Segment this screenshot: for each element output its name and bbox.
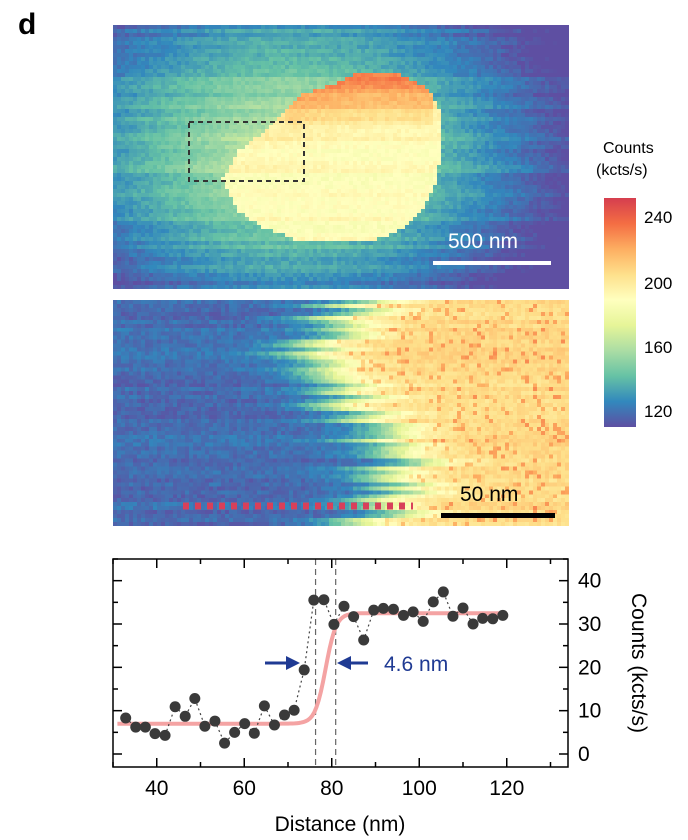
data-point: [219, 737, 231, 749]
colorbar-tick-label: 200: [644, 274, 673, 293]
data-point: [248, 727, 260, 739]
data-point: [239, 718, 251, 730]
x-tick-label: 120: [489, 777, 524, 800]
linecut-plot: 40 60 80 100 120 0 10 20 30 40 4.6 nm Distance (…: [112, 558, 650, 836]
data-point: [130, 721, 142, 733]
data-point: [209, 715, 221, 727]
y-tick-label: 30: [578, 613, 601, 636]
data-point: [427, 596, 439, 608]
data-point: [179, 710, 191, 722]
colorbar-unit: (kcts/s): [596, 162, 648, 179]
data-point: [189, 693, 201, 705]
top-heatmap: [113, 25, 569, 289]
data-point: [268, 719, 280, 731]
data-point: [139, 721, 151, 733]
data-point: [279, 709, 290, 721]
data-point: [368, 604, 380, 616]
x-tick-label: 40: [145, 777, 168, 800]
data-point: [437, 586, 449, 598]
transition-markers: [314, 559, 337, 767]
fit-curve: [117, 611, 507, 726]
data-point: [407, 606, 419, 618]
middle-scalebar-label: 50 nm: [460, 483, 519, 506]
middle-map-overlay: [183, 502, 555, 518]
data-point: [417, 615, 429, 627]
data-point: [169, 701, 181, 713]
data-point: [328, 618, 340, 630]
data-point: [387, 603, 399, 615]
data-point: [288, 704, 300, 716]
data-points-group: [120, 586, 509, 749]
y-tick-label: 40: [578, 570, 601, 593]
plot-ticks: [112, 558, 568, 767]
panel-label: d: [18, 8, 37, 41]
middle-map-image: 50 nm: [113, 300, 569, 526]
x-axis-label: Distance (nm): [275, 813, 406, 836]
plot-frame: [112, 558, 569, 768]
data-point: [159, 729, 171, 741]
data-point: [338, 600, 350, 612]
data-point: [497, 609, 509, 621]
data-point: [120, 712, 132, 724]
data-point: [398, 609, 409, 621]
data-connector-line: [125, 590, 503, 745]
top-scalebar-label: 500 nm: [448, 230, 519, 253]
left-arrowhead-icon: [286, 656, 300, 670]
data-point: [229, 726, 241, 738]
colorbar-title: Counts: [603, 140, 654, 157]
x-tick-label: 100: [402, 777, 437, 800]
colorbar-tick-label: 160: [644, 338, 673, 357]
data-point: [258, 700, 270, 712]
right-arrowhead-icon: [337, 656, 351, 670]
data-point: [487, 613, 499, 625]
y-tick-label: 0: [578, 743, 590, 766]
middle-heatmap: [113, 300, 569, 526]
top-map-overlay: [188, 121, 551, 265]
middle-scalebar: [441, 513, 555, 518]
width-annotation: 4.6 nm: [384, 653, 448, 676]
y-axis-label: Counts (kcts/s): [627, 593, 650, 733]
colorbar-tick-label: 240: [644, 208, 673, 227]
data-point: [467, 618, 479, 630]
fit-curve-group: [117, 611, 507, 726]
x-tick-labels: 40 60 80 100 120: [145, 777, 524, 800]
data-point: [149, 728, 161, 740]
colorbar-tick-label: 120: [644, 402, 673, 421]
data-point: [199, 720, 211, 732]
data-point: [447, 610, 459, 622]
data-point: [477, 612, 489, 624]
y-tick-labels: 0 10 20 30 40: [578, 570, 601, 766]
top-scalebar: [433, 261, 551, 265]
annotation-group: 4.6 nm: [265, 653, 448, 676]
y-tick-label: 10: [578, 700, 601, 723]
colorbar: [604, 198, 636, 427]
x-tick-label: 60: [233, 777, 256, 800]
y-tick-label: 20: [578, 656, 601, 679]
data-point: [298, 664, 310, 676]
data-point: [358, 634, 370, 646]
data-point: [308, 594, 320, 606]
top-map-image: 500 nm: [113, 25, 569, 289]
data-point: [377, 602, 389, 614]
data-point: [318, 594, 330, 606]
x-tick-label: 80: [320, 777, 343, 800]
data-point: [348, 611, 360, 623]
data-point: [457, 602, 469, 614]
zoom-region-box: [188, 121, 305, 182]
